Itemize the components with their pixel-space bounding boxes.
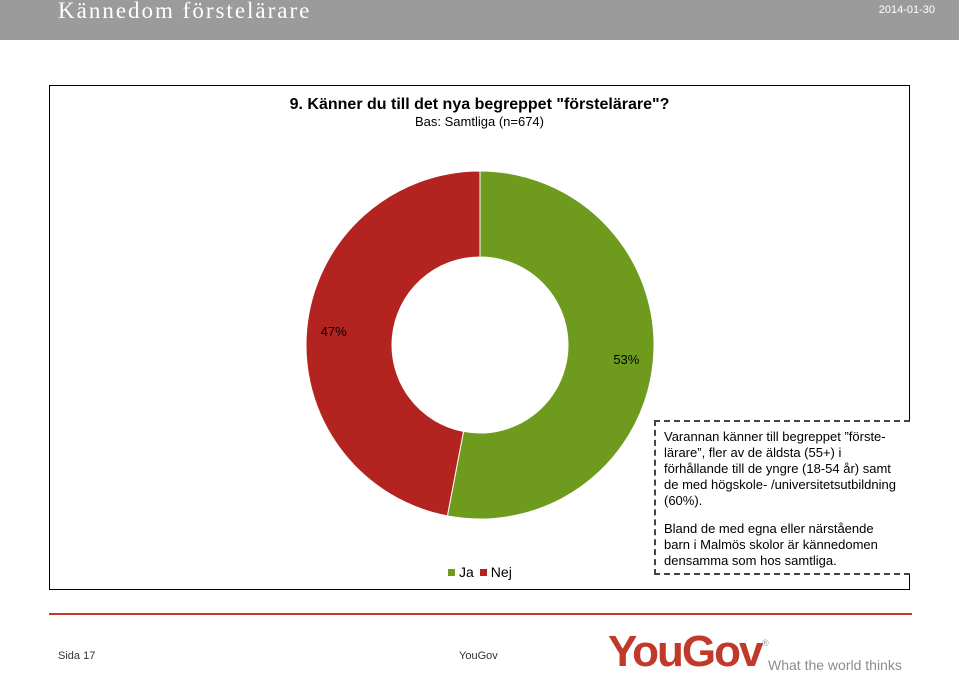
footer-company: YouGov: [459, 650, 498, 662]
slice-nej: [305, 170, 481, 517]
legend-swatch-ja: [448, 568, 455, 576]
chart-title: 9. Känner du till det nya begreppet "för…: [289, 96, 670, 113]
logo-gov: Gov: [681, 627, 764, 676]
commentary-paragraph-1: Varannan känner till begreppet ”förste-l…: [664, 429, 896, 508]
logo-registered-mark: ®: [762, 638, 769, 648]
commentary-paragraph-2: Bland de med egna eller närstående barn …: [664, 521, 878, 568]
chart-subtitle: Bas: Samtliga (n=674): [415, 114, 544, 129]
donut-chart: 53% 47%: [305, 170, 655, 520]
chart-frame: 9. Känner du till det nya begreppet "för…: [49, 85, 910, 590]
logo-tagline: What the world thinks: [768, 657, 902, 673]
legend-item-ja: Ja: [448, 564, 474, 580]
slice-ja: [446, 170, 655, 520]
page-number: Sida 17: [58, 650, 96, 662]
header-bar: Kännedom förstelärare 2014-01-30: [0, 0, 959, 40]
data-label-nej: 47%: [321, 324, 347, 339]
commentary-box: Varannan känner till begreppet ”förste-l…: [654, 420, 910, 575]
page-title: Kännedom förstelärare: [58, 0, 312, 23]
footer-divider: [49, 613, 912, 615]
header-date: 2014-01-30: [878, 4, 935, 16]
legend-label-ja: Ja: [459, 564, 474, 580]
legend-item-nej: Nej: [479, 564, 512, 580]
logo-you: You: [608, 627, 684, 676]
legend-swatch-nej: [479, 568, 487, 576]
yougov-logo: YouGov: [608, 627, 764, 676]
chart-legend: Ja Nej: [448, 564, 518, 580]
legend-label-nej: Nej: [490, 564, 512, 580]
data-label-ja: 53%: [613, 352, 639, 367]
